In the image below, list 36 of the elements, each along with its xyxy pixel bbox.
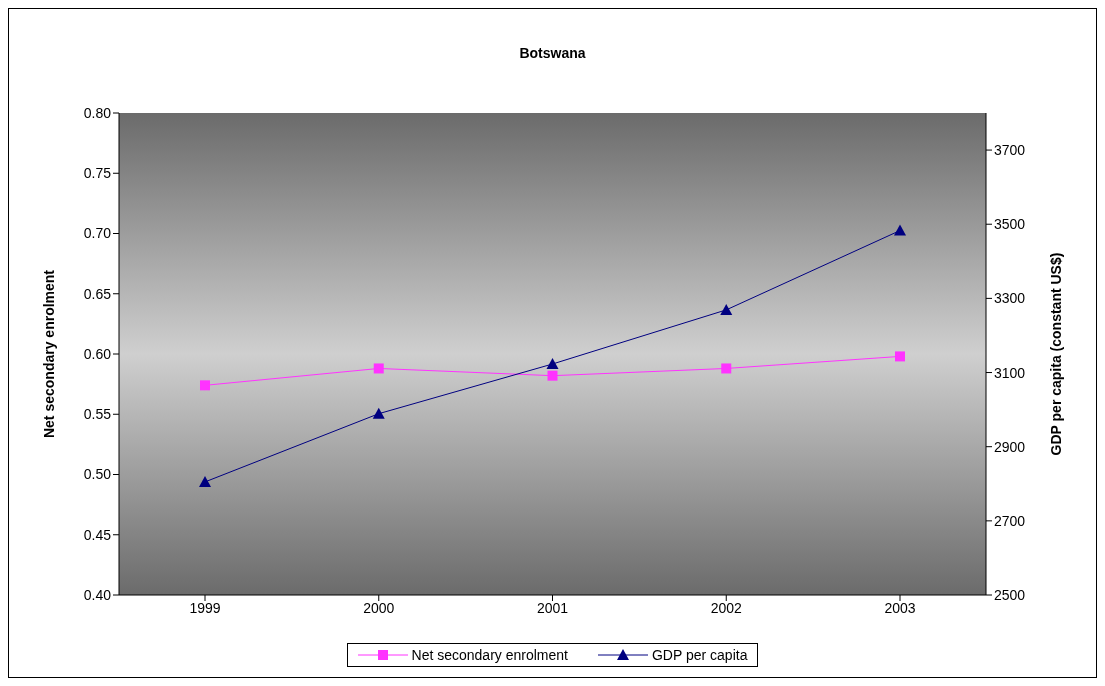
y-tick-label: 0.45 bbox=[83, 526, 112, 543]
point bbox=[721, 363, 732, 374]
y-tick-label: 0.70 bbox=[83, 225, 112, 242]
point bbox=[895, 351, 905, 362]
y2-tick-label: 3300 bbox=[994, 290, 1026, 307]
y-tick-label: 0.50 bbox=[83, 466, 112, 483]
y-tick-label: 0.65 bbox=[83, 285, 112, 302]
x-tick-label: 1999 bbox=[189, 599, 221, 616]
point bbox=[373, 363, 384, 374]
y2-tick-label: 2900 bbox=[994, 438, 1026, 455]
y-tick-label: 0.55 bbox=[83, 406, 112, 423]
y-tick-label: 0.75 bbox=[83, 165, 112, 182]
point bbox=[547, 370, 558, 381]
y2-tick-label: 3700 bbox=[994, 142, 1026, 159]
y2-tick-label: 2500 bbox=[994, 586, 1026, 603]
point bbox=[894, 224, 906, 236]
y-tick-label: 0.60 bbox=[83, 345, 112, 362]
point bbox=[199, 475, 211, 487]
chart-title: Botswana bbox=[518, 45, 587, 61]
y-tick-label: 0.80 bbox=[83, 104, 112, 121]
point bbox=[200, 380, 210, 391]
y-tick-label: 0.40 bbox=[83, 586, 112, 603]
y2-tick-label: 3100 bbox=[994, 364, 1026, 381]
y2-tick-label: 3500 bbox=[994, 216, 1026, 233]
y2-tick-label: 2700 bbox=[994, 512, 1026, 529]
x-tick-label: 2002 bbox=[710, 599, 743, 616]
x-tick-label: 2003 bbox=[884, 599, 916, 616]
point bbox=[546, 358, 559, 370]
x-tick-label: 2000 bbox=[363, 599, 395, 616]
y2-axis-title: GDP per capita (constant US$) bbox=[1047, 252, 1064, 456]
legend-label: GDP per capita bbox=[650, 647, 748, 663]
legend-label: Net secondary enrolment bbox=[410, 647, 568, 663]
x-tick-label: 2001 bbox=[536, 599, 569, 616]
y-axis-title: Net secondary enrolment bbox=[40, 269, 57, 439]
point bbox=[720, 303, 733, 315]
point bbox=[372, 407, 385, 419]
